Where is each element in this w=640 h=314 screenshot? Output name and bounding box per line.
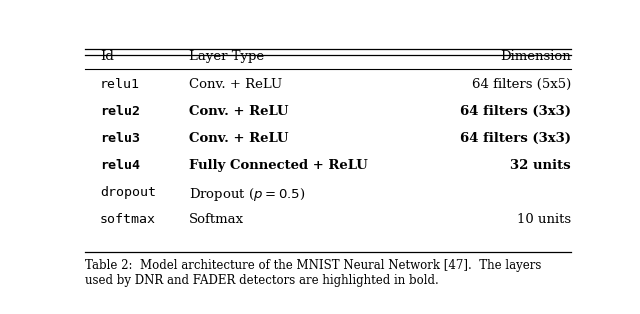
Text: Table 2:  Model architecture of the MNIST Neural Network [47].  The layers
used : Table 2: Model architecture of the MNIST… [85, 259, 541, 287]
Text: Conv. + ReLU: Conv. + ReLU [189, 132, 289, 145]
Text: Conv. + ReLU: Conv. + ReLU [189, 78, 282, 90]
Text: 64 filters (3x3): 64 filters (3x3) [460, 106, 571, 118]
Text: relu1: relu1 [100, 78, 140, 90]
Text: 64 filters (3x3): 64 filters (3x3) [460, 132, 571, 145]
Text: 64 filters (5x5): 64 filters (5x5) [472, 78, 571, 90]
Text: relu3: relu3 [100, 132, 140, 145]
Text: 10 units: 10 units [517, 213, 571, 226]
Text: Id: Id [100, 50, 114, 63]
Text: softmax: softmax [100, 213, 156, 226]
Text: Softmax: Softmax [189, 213, 244, 226]
Text: relu2: relu2 [100, 106, 140, 118]
Text: Conv. + ReLU: Conv. + ReLU [189, 106, 289, 118]
Text: dropout: dropout [100, 187, 156, 199]
Text: relu4: relu4 [100, 159, 140, 171]
Text: Fully Connected + ReLU: Fully Connected + ReLU [189, 159, 368, 171]
Text: Layer Type: Layer Type [189, 50, 264, 63]
Text: 32 units: 32 units [511, 159, 571, 171]
Text: Dimension: Dimension [500, 50, 571, 63]
Text: Dropout ($p = 0.5$): Dropout ($p = 0.5$) [189, 187, 306, 203]
